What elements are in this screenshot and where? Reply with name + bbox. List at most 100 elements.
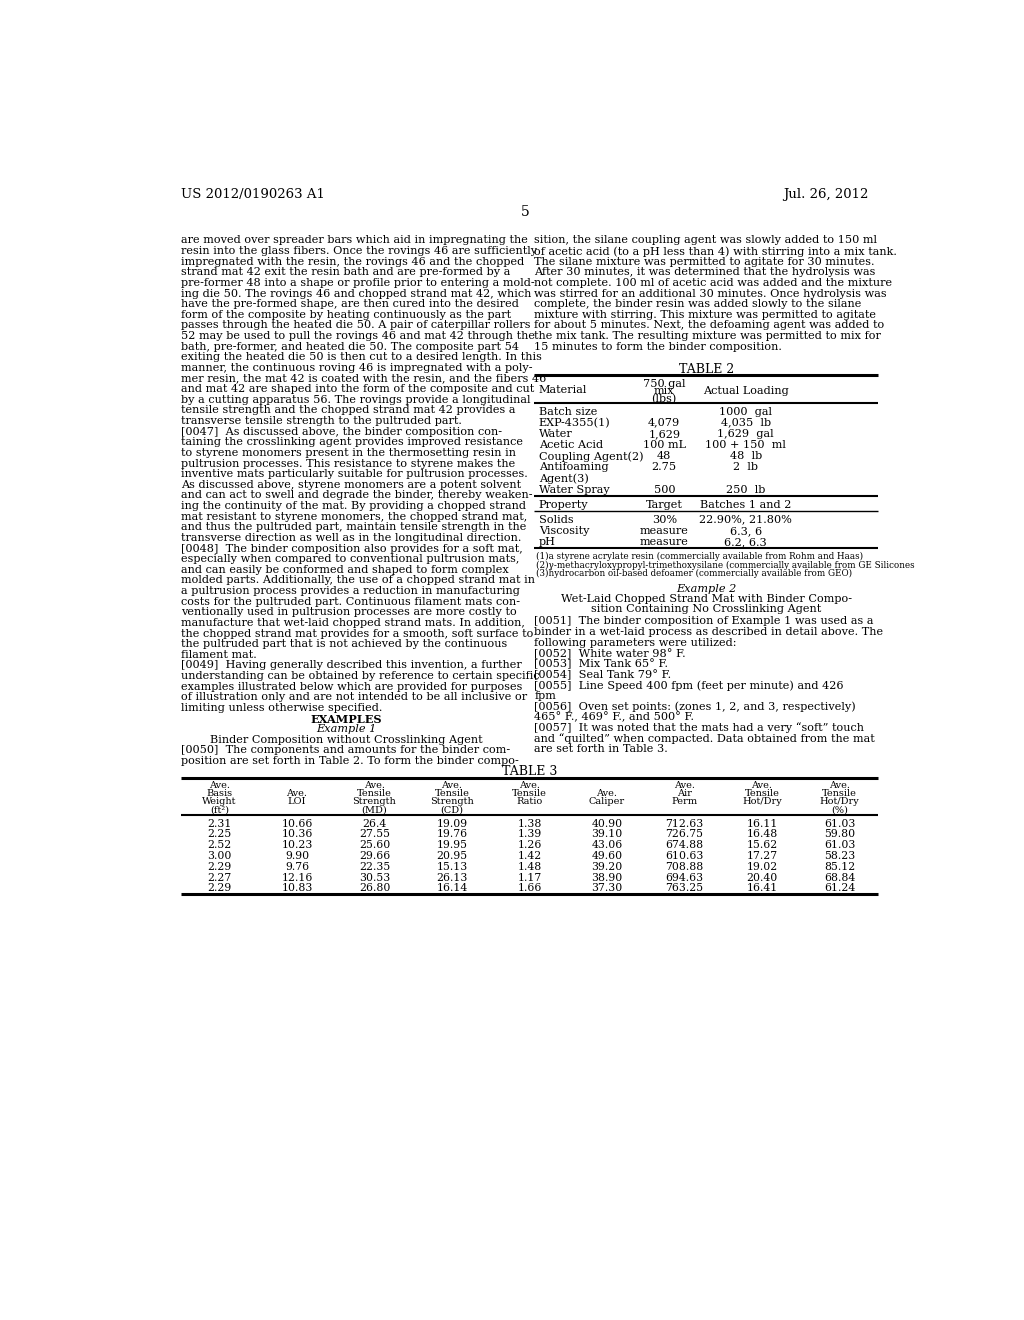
Text: have the pre-formed shape, are then cured into the desired: have the pre-formed shape, are then cure… xyxy=(180,300,518,309)
Text: ing die 50. The rovings 46 and chopped strand mat 42, which: ing die 50. The rovings 46 and chopped s… xyxy=(180,289,531,298)
Text: 16.48: 16.48 xyxy=(746,829,777,840)
Text: After 30 minutes, it was determined that the hydrolysis was: After 30 minutes, it was determined that… xyxy=(535,267,876,277)
Text: 30%: 30% xyxy=(651,515,677,525)
Text: Ave.: Ave. xyxy=(674,780,695,789)
Text: the chopped strand mat provides for a smooth, soft surface to: the chopped strand mat provides for a sm… xyxy=(180,628,534,639)
Text: 2.29: 2.29 xyxy=(207,883,231,894)
Text: 38.90: 38.90 xyxy=(591,873,623,883)
Text: not complete. 100 ml of acetic acid was added and the mixture: not complete. 100 ml of acetic acid was … xyxy=(535,279,892,288)
Text: of acetic acid (to a pH less than 4) with stirring into a mix tank.: of acetic acid (to a pH less than 4) wit… xyxy=(535,246,897,256)
Text: 19.95: 19.95 xyxy=(436,841,467,850)
Text: and can easily be conformed and shaped to form complex: and can easily be conformed and shaped t… xyxy=(180,565,509,574)
Text: 10.83: 10.83 xyxy=(282,883,312,894)
Text: 3.00: 3.00 xyxy=(207,851,231,861)
Text: Weight: Weight xyxy=(202,797,237,807)
Text: 1.42: 1.42 xyxy=(517,851,542,861)
Text: Air: Air xyxy=(677,789,692,797)
Text: 250  lb: 250 lb xyxy=(726,484,765,495)
Text: Basis: Basis xyxy=(207,789,232,797)
Text: Target: Target xyxy=(646,500,683,510)
Text: 9.76: 9.76 xyxy=(285,862,309,871)
Text: Ave.: Ave. xyxy=(287,789,307,797)
Text: costs for the pultruded part. Continuous filament mats con-: costs for the pultruded part. Continuous… xyxy=(180,597,520,607)
Text: 4,035  lb: 4,035 lb xyxy=(721,417,771,428)
Text: Ave.: Ave. xyxy=(752,780,772,789)
Text: 1.39: 1.39 xyxy=(517,829,542,840)
Text: exiting the heated die 50 is then cut to a desired length. In this: exiting the heated die 50 is then cut to… xyxy=(180,352,542,362)
Text: understanding can be obtained by reference to certain specific: understanding can be obtained by referen… xyxy=(180,671,540,681)
Text: 15.13: 15.13 xyxy=(436,862,468,871)
Text: TABLE 3: TABLE 3 xyxy=(502,766,557,779)
Text: EXP-4355(1): EXP-4355(1) xyxy=(539,417,610,428)
Text: Caliper: Caliper xyxy=(589,797,625,807)
Text: transverse tensile strength to the pultruded part.: transverse tensile strength to the pultr… xyxy=(180,416,462,426)
Text: bath, pre-former, and heated die 50. The composite part 54: bath, pre-former, and heated die 50. The… xyxy=(180,342,519,351)
Text: 465° F., 469° F., and 500° F.: 465° F., 469° F., and 500° F. xyxy=(535,711,694,722)
Text: 22.90%, 21.80%: 22.90%, 21.80% xyxy=(699,515,793,525)
Text: Actual Loading: Actual Loading xyxy=(702,387,788,396)
Text: (MD): (MD) xyxy=(361,805,387,814)
Text: Acetic Acid: Acetic Acid xyxy=(539,440,603,450)
Text: [0051]  The binder composition of Example 1 was used as a: [0051] The binder composition of Example… xyxy=(535,616,873,626)
Text: 20.40: 20.40 xyxy=(746,873,777,883)
Text: resin into the glass fibers. Once the rovings 46 are sufficiently: resin into the glass fibers. Once the ro… xyxy=(180,246,537,256)
Text: filament mat.: filament mat. xyxy=(180,649,256,660)
Text: 16.14: 16.14 xyxy=(436,883,468,894)
Text: 1.17: 1.17 xyxy=(517,873,542,883)
Text: 16.11: 16.11 xyxy=(746,818,777,829)
Text: Viscosity: Viscosity xyxy=(539,525,589,536)
Text: Ave.: Ave. xyxy=(829,780,850,789)
Text: sition, the silane coupling agent was slowly added to 150 ml: sition, the silane coupling agent was sl… xyxy=(535,235,878,246)
Text: especially when compared to conventional pultrusion mats,: especially when compared to conventional… xyxy=(180,554,519,564)
Text: 6.3, 6: 6.3, 6 xyxy=(730,525,762,536)
Text: 15 minutes to form the binder composition.: 15 minutes to form the binder compositio… xyxy=(535,342,782,351)
Text: Ave.: Ave. xyxy=(596,789,617,797)
Text: 2.75: 2.75 xyxy=(651,462,677,473)
Text: manufacture that wet-laid chopped strand mats. In addition,: manufacture that wet-laid chopped strand… xyxy=(180,618,524,628)
Text: 19.76: 19.76 xyxy=(436,829,468,840)
Text: Ave.: Ave. xyxy=(209,780,230,789)
Text: [0050]  The components and amounts for the binder com-: [0050] The components and amounts for th… xyxy=(180,746,510,755)
Text: and thus the pultruded part, maintain tensile strength in the: and thus the pultruded part, maintain te… xyxy=(180,523,526,532)
Text: 2.25: 2.25 xyxy=(207,829,231,840)
Text: tensile strength and the chopped strand mat 42 provides a: tensile strength and the chopped strand … xyxy=(180,405,515,416)
Text: [0053]  Mix Tank 65° F.: [0053] Mix Tank 65° F. xyxy=(535,659,668,669)
Text: 6.2, 6.3: 6.2, 6.3 xyxy=(724,537,767,546)
Text: Batch size: Batch size xyxy=(539,407,597,417)
Text: 61.03: 61.03 xyxy=(823,818,855,829)
Text: 726.75: 726.75 xyxy=(666,829,703,840)
Text: 40.90: 40.90 xyxy=(592,818,623,829)
Text: Agent(3): Agent(3) xyxy=(539,474,589,484)
Text: 712.63: 712.63 xyxy=(666,818,703,829)
Text: 27.55: 27.55 xyxy=(359,829,390,840)
Text: 30.53: 30.53 xyxy=(358,873,390,883)
Text: 763.25: 763.25 xyxy=(666,883,703,894)
Text: 85.12: 85.12 xyxy=(824,862,855,871)
Text: 68.84: 68.84 xyxy=(824,873,855,883)
Text: 58.23: 58.23 xyxy=(824,851,855,861)
Text: 10.66: 10.66 xyxy=(282,818,312,829)
Text: 26.80: 26.80 xyxy=(358,883,390,894)
Text: taining the crosslinking agent provides improved resistance: taining the crosslinking agent provides … xyxy=(180,437,522,447)
Text: Example 1: Example 1 xyxy=(316,725,377,734)
Text: 1,629: 1,629 xyxy=(648,429,680,438)
Text: limiting unless otherwise specified.: limiting unless otherwise specified. xyxy=(180,704,382,713)
Text: 37.30: 37.30 xyxy=(591,883,623,894)
Text: The silane mixture was permitted to agitate for 30 minutes.: The silane mixture was permitted to agit… xyxy=(535,256,874,267)
Text: the pultruded part that is not achieved by the continuous: the pultruded part that is not achieved … xyxy=(180,639,507,649)
Text: 19.09: 19.09 xyxy=(436,818,468,829)
Text: Ave.: Ave. xyxy=(364,780,385,789)
Text: 25.60: 25.60 xyxy=(358,841,390,850)
Text: 29.66: 29.66 xyxy=(358,851,390,861)
Text: 12.16: 12.16 xyxy=(282,873,312,883)
Text: Material: Material xyxy=(539,385,587,395)
Text: examples illustrated below which are provided for purposes: examples illustrated below which are pro… xyxy=(180,681,522,692)
Text: 10.23: 10.23 xyxy=(282,841,312,850)
Text: 2.31: 2.31 xyxy=(207,818,231,829)
Text: TABLE 2: TABLE 2 xyxy=(679,363,734,376)
Text: 10.36: 10.36 xyxy=(282,829,312,840)
Text: molded parts. Additionally, the use of a chopped strand mat in: molded parts. Additionally, the use of a… xyxy=(180,576,535,586)
Text: (CD): (CD) xyxy=(440,805,464,814)
Text: fpm: fpm xyxy=(535,690,556,701)
Text: ventionally used in pultrusion processes are more costly to: ventionally used in pultrusion processes… xyxy=(180,607,516,618)
